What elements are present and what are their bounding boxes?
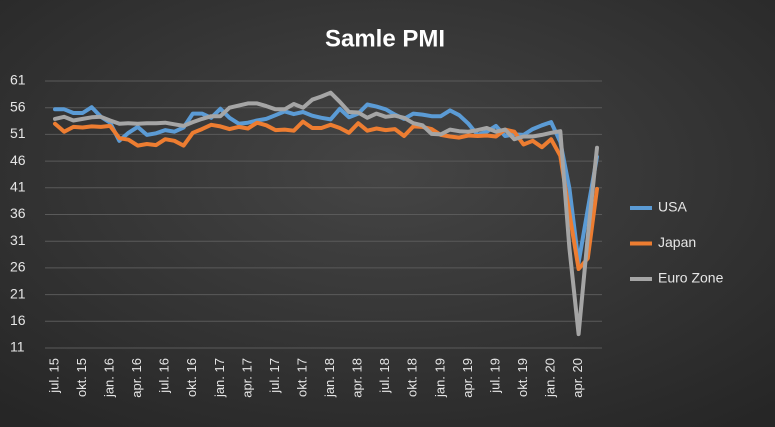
y-tick-label: 51: [10, 125, 26, 141]
x-tick-label: jan. 19: [432, 358, 447, 398]
x-tick-label: jul. 18: [377, 358, 392, 394]
x-tick-label: okt. 15: [74, 358, 89, 397]
x-tick-label: okt. 19: [515, 358, 530, 397]
x-tick-label: okt. 16: [184, 358, 199, 397]
y-tick-label: 61: [10, 72, 26, 88]
x-tick-label: jan. 16: [102, 358, 117, 398]
legend-label: Japan: [658, 234, 696, 250]
x-tick-label: apr. 18: [350, 358, 365, 398]
x-tick-label: okt. 18: [405, 358, 420, 397]
series-line: [53, 102, 599, 265]
y-tick-label: 26: [10, 259, 26, 275]
y-tick-label: 21: [10, 285, 26, 301]
x-tick-label: jan. 20: [543, 358, 558, 398]
x-tick-label: jul. 16: [157, 358, 172, 394]
y-tick-label: 16: [10, 312, 26, 328]
x-tick-label: jan. 17: [212, 358, 227, 398]
x-tick-label: okt. 17: [294, 358, 309, 397]
y-tick-label: 41: [10, 179, 26, 195]
y-tick-label: 36: [10, 205, 26, 221]
chart-title: Samle PMI: [325, 25, 445, 52]
series-line: [53, 90, 599, 337]
y-tick-label: 11: [10, 339, 25, 355]
x-tick-label: apr. 20: [570, 358, 585, 398]
y-tick-label: 31: [10, 232, 26, 248]
x-tick-label: jul. 15: [46, 358, 61, 394]
x-tick-label: jan. 18: [322, 358, 337, 398]
y-tick-label: 46: [10, 152, 26, 168]
x-tick-label: jul. 17: [267, 358, 282, 394]
x-tick-label: jul. 19: [487, 358, 502, 394]
y-tick-label: 56: [10, 98, 26, 114]
legend-label: Euro Zone: [658, 270, 724, 286]
legend-label: USA: [658, 199, 687, 215]
x-tick-label: apr. 17: [239, 358, 254, 398]
x-tick-label: apr. 19: [460, 358, 475, 398]
x-tick-label: apr. 16: [129, 358, 144, 398]
